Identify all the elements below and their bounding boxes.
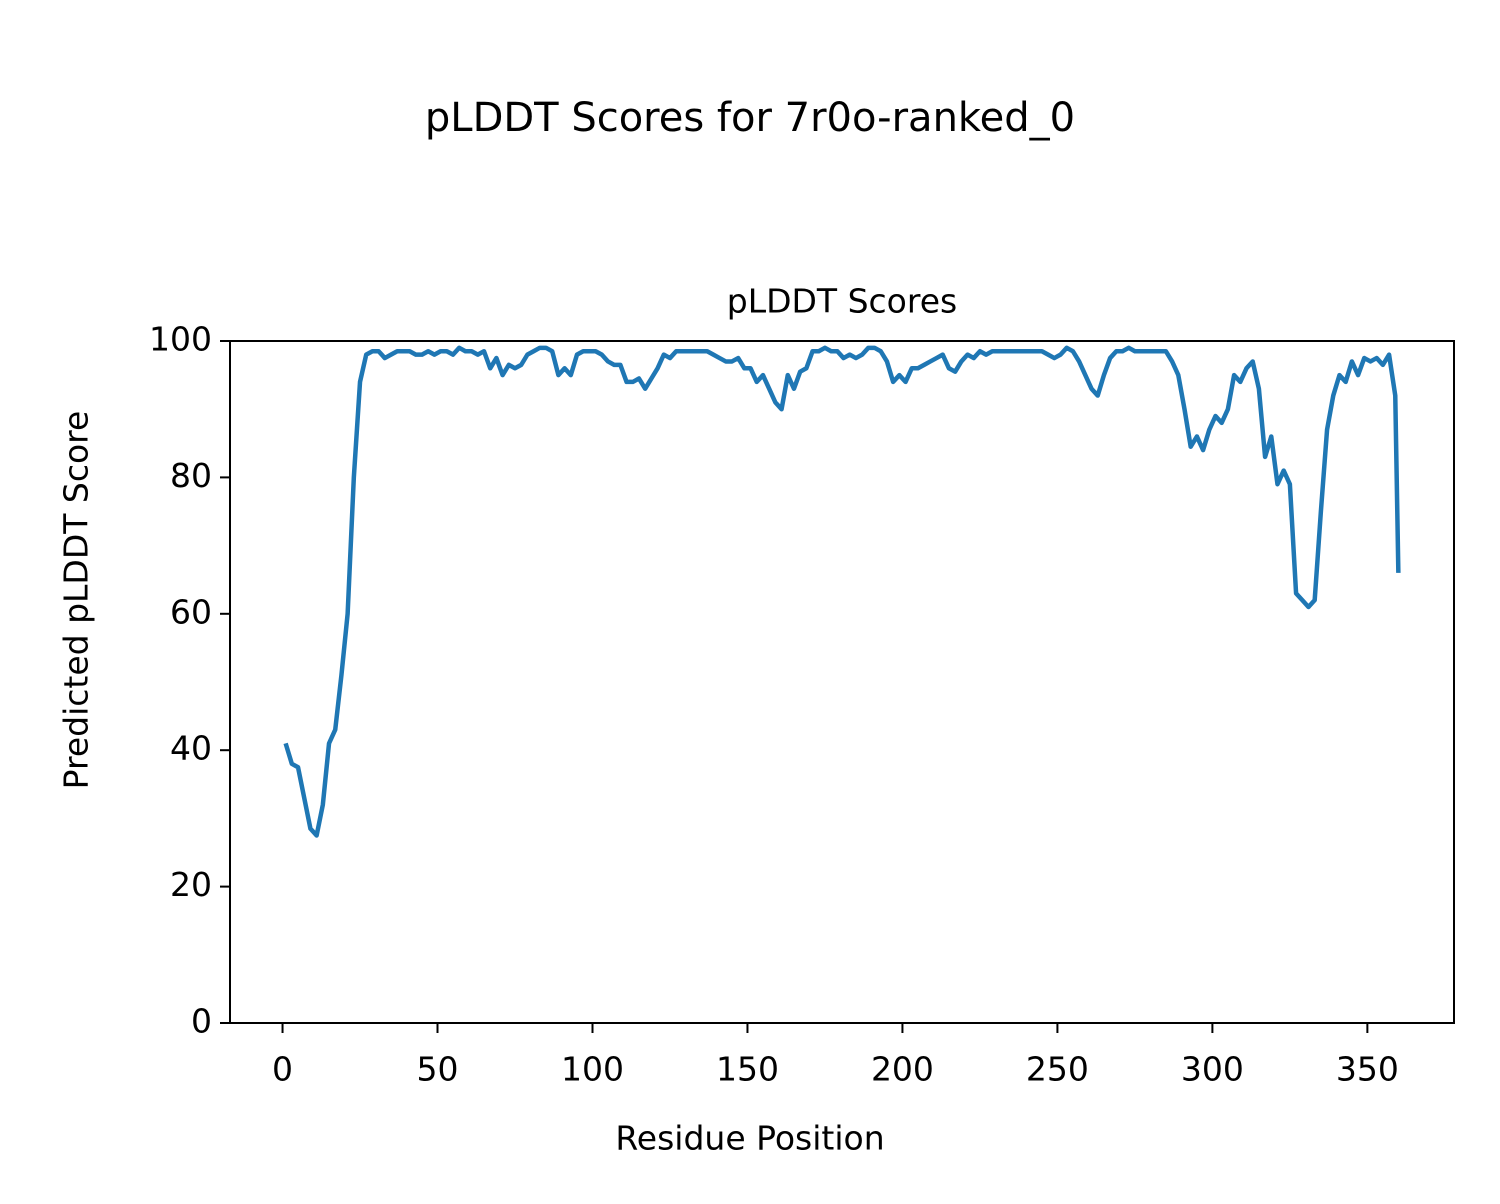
- score-line: [283, 345, 1401, 838]
- x-tick-label: 150: [716, 1050, 779, 1089]
- x-tick-label: 100: [561, 1050, 624, 1089]
- x-tick-label: 350: [1336, 1050, 1399, 1089]
- y-tick-label: 0: [191, 1002, 212, 1041]
- plot-area: [283, 345, 1401, 838]
- y-tick-label: 100: [149, 320, 212, 359]
- x-tick-label: 300: [1181, 1050, 1244, 1089]
- chart-title: pLDDT Scores for 7r0o-ranked_0: [425, 95, 1075, 141]
- y-tick-label: 60: [170, 592, 212, 631]
- x-tick-label: 0: [272, 1050, 293, 1089]
- plot-frame: [229, 340, 1455, 1024]
- x-tick-label: 250: [1026, 1050, 1089, 1089]
- x-tick-label: 200: [871, 1050, 934, 1089]
- x-tick-label: 50: [417, 1050, 459, 1089]
- x-axis-label: Residue Position: [615, 1119, 884, 1158]
- y-axis-label: Predicted pLDDT Score: [57, 411, 96, 790]
- chart-subtitle: pLDDT Scores: [727, 282, 957, 321]
- y-tick-label: 40: [170, 729, 212, 768]
- y-tick-label: 20: [170, 865, 212, 904]
- y-tick-label: 80: [170, 456, 212, 495]
